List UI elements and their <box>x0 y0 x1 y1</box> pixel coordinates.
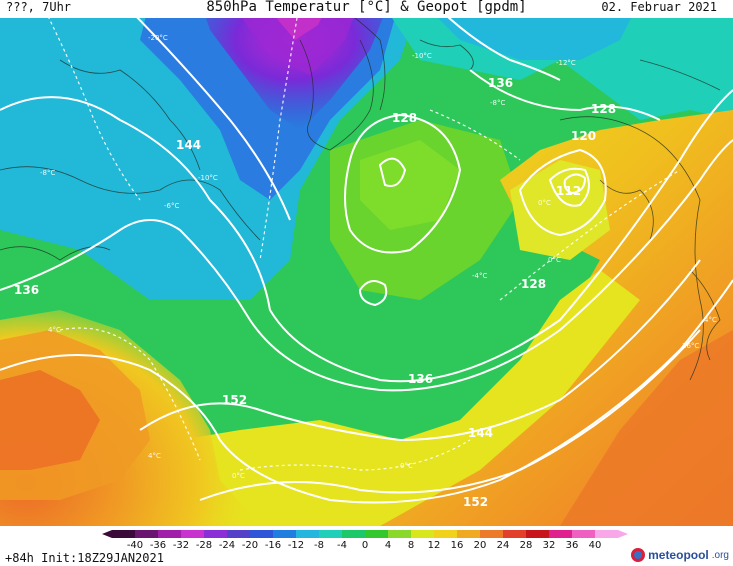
colorbar-tick-label: 32 <box>543 540 556 551</box>
colorbar-tick-label: 40 <box>589 540 602 551</box>
geopotential-label: 152 <box>222 393 247 407</box>
colorbar-swatch <box>595 530 619 538</box>
logo-text: meteopool <box>648 548 709 562</box>
colorbar-tick-label: -40 <box>127 540 143 551</box>
colorbar-swatch <box>112 530 136 538</box>
geopotential-label: 128 <box>521 277 546 291</box>
temperature-label: 0°C <box>548 256 561 264</box>
temperature-label: 4°C <box>704 316 717 324</box>
map-footer: -40 -36 -32 -28 -24 -20 -16 -12 -8 -4 0 4 8 12 16 20 24 2… <box>0 526 733 566</box>
forecast-date: 02. Februar 2021 <box>601 0 717 14</box>
geopotential-label: 128 <box>591 102 616 116</box>
colorbar-swatch <box>135 530 159 538</box>
colorbar-tick-label: -8 <box>314 540 324 551</box>
colorbar-tick-label: -16 <box>265 540 281 551</box>
colorbar-tick-label: 20 <box>474 540 487 551</box>
colorbar-swatch <box>411 530 435 538</box>
se-deep-orange <box>560 330 733 526</box>
east-warm-region <box>280 110 733 526</box>
temperature-label: -12°C <box>556 59 576 67</box>
colorbar-tick-label: 16 <box>451 540 464 551</box>
colorbar-tick-label: -24 <box>219 540 235 551</box>
temperature-contours <box>39 0 681 471</box>
geopotential-label: 136 <box>488 76 513 90</box>
colorbar-swatch <box>457 530 481 538</box>
yellow-band <box>130 270 640 526</box>
colorbar-swatch <box>503 530 527 538</box>
colorbar-swatch <box>250 530 274 538</box>
temperature-label: -10°C <box>198 174 218 182</box>
temperature-colorbar: -40 -36 -32 -28 -24 -20 -16 -12 -8 -4 0 4 8 12 16 20 24 2… <box>102 530 628 551</box>
geopotential-labels: 144 136 128 120 112 128 128 136 136 152 … <box>14 76 616 509</box>
colorbar-arrow-left <box>102 530 112 538</box>
colorbar-tick-label: 4 <box>385 540 391 551</box>
colorbar-swatch <box>204 530 228 538</box>
colorbar-swatch <box>158 530 182 538</box>
meteopool-logo-icon <box>631 548 646 562</box>
logo-tld: .org <box>711 549 729 561</box>
colorbar-tick-label: -36 <box>150 540 166 551</box>
colorbar-arrow-right <box>618 530 628 538</box>
init-time-label: +84h Init:18Z29JAN2021 <box>5 551 164 565</box>
temperature-labels: -20°C -10°C -12°C -8°C -10°C -8°C 0°C 0°… <box>40 34 717 480</box>
colorbar-swatch <box>388 530 412 538</box>
colorbar-swatch <box>273 530 297 538</box>
temperature-label: -6°C <box>164 202 179 210</box>
colorbar-tick-label: -32 <box>173 540 189 551</box>
temperature-label: 0°C <box>400 462 413 470</box>
temperature-label: 0°C <box>232 472 245 480</box>
temperature-label: -4°C <box>472 272 487 280</box>
temperature-geopotential-map: 144 136 128 120 112 128 128 136 136 152 … <box>0 0 733 526</box>
sw-deep-orange <box>0 370 100 470</box>
map-header: ???, 7Uhr 850hPa Temperatur [°C] & Geopo… <box>0 0 733 18</box>
colorbar-swatch <box>572 530 596 538</box>
geopotential-label: 136 <box>408 372 433 386</box>
colorbar-tick-label: -28 <box>196 540 212 551</box>
colorbar-swatch <box>181 530 205 538</box>
temperature-label: 4°C <box>48 326 61 334</box>
colorbar-swatch <box>549 530 573 538</box>
colorbar-tick-label: 0 <box>362 540 368 551</box>
colorbar-tick-label: -4 <box>337 540 347 551</box>
meteopool-logo[interactable]: meteopool .org <box>631 546 729 564</box>
colorbar-swatch <box>480 530 504 538</box>
colorbar-tick-label: 24 <box>497 540 510 551</box>
colorbar-swatch <box>434 530 458 538</box>
colorbar-swatch <box>319 530 343 538</box>
colorbar-tick-label: 12 <box>428 540 441 551</box>
geopotential-label: 152 <box>463 495 488 509</box>
map-title: 850hPa Temperatur [°C] & Geopot [gpdm] <box>206 0 527 15</box>
colorbar-swatch <box>342 530 366 538</box>
colorbar-tick-label: -12 <box>288 540 304 551</box>
colorbar-swatch <box>526 530 550 538</box>
temperature-label: -8°C <box>40 169 55 177</box>
run-time-label: ???, 7Uhr <box>6 0 72 14</box>
colorbar-swatch <box>365 530 389 538</box>
temperature-label: 4°C <box>148 452 161 460</box>
colorbar-tick-label: 8 <box>408 540 414 551</box>
geopotential-label: 136 <box>14 283 39 297</box>
central-light-green <box>360 140 460 230</box>
temperature-label: -10°C <box>412 52 432 60</box>
temperature-label: 16°C <box>682 342 699 350</box>
geopotential-label: 128 <box>392 111 417 125</box>
geopotential-label: 120 <box>571 129 596 143</box>
colorbar-swatch <box>227 530 251 538</box>
colorbar-swatch <box>296 530 320 538</box>
colorbar-tick-label: 36 <box>566 540 579 551</box>
temperature-label: -20°C <box>148 34 168 42</box>
colorbar-tick-label: 28 <box>520 540 533 551</box>
geopotential-contours <box>0 0 733 504</box>
geopotential-label: 144 <box>176 138 201 152</box>
colorbar-tick-label: -20 <box>242 540 258 551</box>
geopotential-label: 144 <box>468 426 493 440</box>
temperature-label: -8°C <box>490 99 505 107</box>
temperature-label: 0°C <box>538 199 551 207</box>
geopotential-label: 112 <box>556 184 581 198</box>
